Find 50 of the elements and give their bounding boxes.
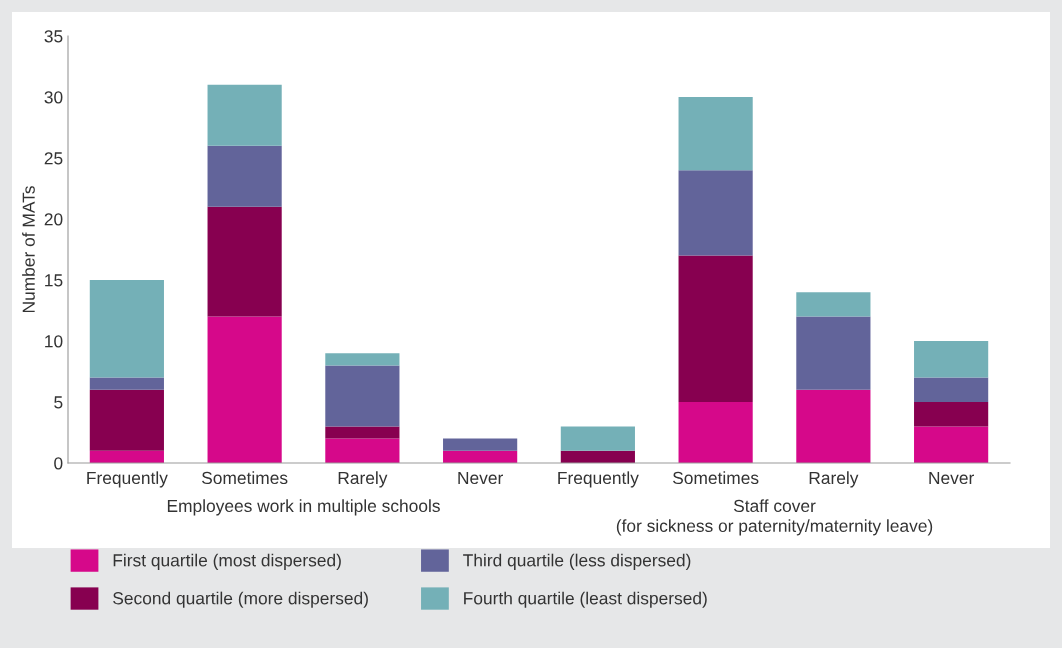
y-tick-label: 30	[44, 91, 63, 104]
bar	[796, 292, 871, 317]
x-tick-label: Never	[929, 471, 974, 485]
bar	[678, 255, 753, 402]
bar	[89, 389, 164, 451]
x-tick-label: Frequently	[87, 471, 168, 488]
text: Employees work in multiple schools	[167, 499, 440, 516]
y-tick-label: 10	[45, 335, 63, 348]
bar	[89, 280, 164, 378]
bar	[914, 341, 989, 378]
bar	[325, 365, 400, 427]
bar	[207, 316, 282, 463]
bar	[796, 389, 871, 463]
y-axis-title: Number of MATs	[22, 186, 35, 313]
legend-label: Fourth quartile (least dispersed)	[464, 591, 707, 608]
legend-label: Third quartile (less dispersed)	[463, 553, 691, 570]
bar	[325, 438, 400, 463]
bar	[560, 450, 635, 463]
y-tick-label: 0	[54, 457, 63, 470]
y-tick-label: 35	[44, 30, 63, 43]
bar	[678, 402, 753, 463]
x-tick-label: Rarely	[809, 471, 859, 488]
bar	[914, 377, 989, 402]
y-tick-label: 25	[44, 152, 63, 165]
bar	[914, 426, 989, 463]
y-tick-label: 15	[45, 274, 63, 287]
bar	[207, 84, 282, 146]
bar	[914, 402, 989, 427]
bar	[796, 316, 871, 390]
legend-label: First quartile (most dispersed)	[113, 553, 341, 570]
legend-label: Second quartile (more dispersed)	[113, 591, 368, 608]
text: Staff cover (for sickness or paternity/maternity leave)	[616, 499, 933, 536]
bar	[560, 426, 635, 451]
bar	[325, 426, 400, 439]
y-tick-label: 5	[54, 396, 63, 409]
y-tick-label: 20	[44, 213, 63, 226]
bar	[443, 450, 518, 463]
bar	[678, 170, 753, 256]
x-tick-label: Never	[458, 471, 503, 485]
x-tick-label: Rarely	[338, 471, 388, 488]
bar	[207, 206, 282, 317]
bar	[207, 145, 282, 207]
x-tick-label: Sometimes	[673, 471, 759, 485]
bar	[89, 377, 164, 390]
x-tick-label: Frequently	[558, 471, 639, 488]
bar	[325, 353, 400, 366]
bar	[443, 438, 518, 451]
x-tick-label: Sometimes	[202, 471, 288, 485]
bar	[678, 97, 753, 171]
bar	[89, 450, 164, 463]
